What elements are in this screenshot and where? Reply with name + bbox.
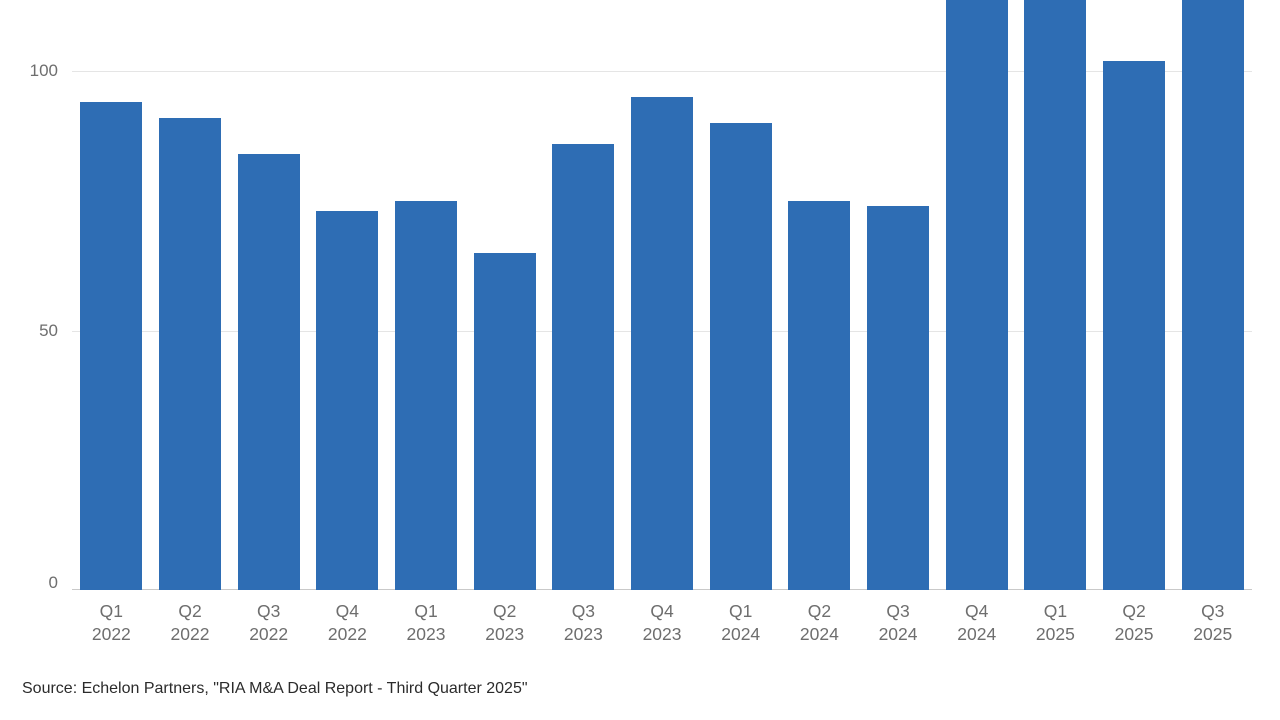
bar-band bbox=[229, 0, 308, 590]
bar-q3-2025 bbox=[1181, 0, 1244, 590]
bar-q1-2023 bbox=[395, 201, 458, 590]
x-axis-label-q1-2023: Q1 2023 bbox=[406, 601, 446, 644]
x-axis-label-q4-2023: Q4 2023 bbox=[642, 601, 682, 644]
bar-q4-2022 bbox=[316, 211, 379, 590]
bar-q2-2022 bbox=[159, 118, 221, 590]
bar-band bbox=[465, 0, 544, 590]
y-axis-tick-label: 100 bbox=[29, 61, 58, 80]
bar-band bbox=[308, 0, 387, 590]
bar-band bbox=[780, 0, 859, 590]
bar-q1-2024 bbox=[709, 123, 772, 590]
bar-band bbox=[1016, 0, 1095, 590]
x-axis-label-q4-2022: Q4 2022 bbox=[327, 601, 367, 644]
bar-q1-2025 bbox=[1024, 0, 1087, 590]
bars bbox=[72, 0, 1252, 590]
bar-q2-2024 bbox=[788, 201, 851, 590]
x-axis-label-q2-2024: Q2 2024 bbox=[799, 601, 839, 644]
bar-q3-2023 bbox=[552, 144, 615, 590]
x-axis-label-q3-2025: Q3 2025 bbox=[1193, 601, 1233, 644]
y-axis-tick-label: 0 bbox=[48, 573, 58, 592]
bar-band bbox=[72, 0, 151, 590]
plot-area bbox=[72, 0, 1252, 590]
bar-band bbox=[544, 0, 623, 590]
x-axis-label-q2-2022: Q2 2022 bbox=[170, 601, 210, 644]
bar-band bbox=[151, 0, 230, 590]
x-axis-label-q3-2024: Q3 2024 bbox=[878, 601, 918, 644]
bar-q3-2022 bbox=[237, 154, 300, 590]
bar-band bbox=[701, 0, 780, 590]
bar-q3-2024 bbox=[867, 206, 930, 590]
bar-q2-2023 bbox=[473, 253, 536, 590]
x-axis-label-q3-2022: Q3 2022 bbox=[249, 601, 289, 644]
bar-q4-2023 bbox=[631, 97, 694, 590]
x-axis-label-q4-2024: Q4 2024 bbox=[957, 601, 997, 644]
bar-band bbox=[387, 0, 466, 590]
y-axis-tick-label: 50 bbox=[39, 321, 58, 340]
x-axis-label-q1-2022: Q1 2022 bbox=[91, 601, 131, 644]
bar-q1-2022 bbox=[80, 102, 143, 590]
x-axis-label-q2-2025: Q2 2025 bbox=[1114, 601, 1154, 644]
x-axis-label-q2-2023: Q2 2023 bbox=[485, 601, 525, 644]
x-axis: Q1 2022 Q2 2022 Q3 2022 Q4 2022 Q1 2023 Q2 2023 Q3 20… bbox=[72, 600, 1252, 646]
gridline-100 bbox=[72, 71, 1252, 72]
x-axis-label-q1-2024: Q1 2024 bbox=[721, 601, 761, 644]
bar-band bbox=[623, 0, 702, 590]
bar-q2-2025 bbox=[1103, 61, 1166, 590]
bar-band bbox=[1173, 0, 1252, 590]
source-note: Source: Echelon Partners, "RIA M&A Deal … bbox=[22, 680, 528, 697]
bar-band bbox=[859, 0, 938, 590]
bar-band bbox=[1095, 0, 1174, 590]
bar-q4-2024 bbox=[945, 0, 1008, 590]
x-axis-label-q1-2025: Q1 2025 bbox=[1035, 601, 1075, 644]
bar-band bbox=[937, 0, 1016, 590]
y-axis: 0 50 100 bbox=[0, 0, 58, 592]
x-axis-label-q3-2023: Q3 2023 bbox=[563, 601, 603, 644]
